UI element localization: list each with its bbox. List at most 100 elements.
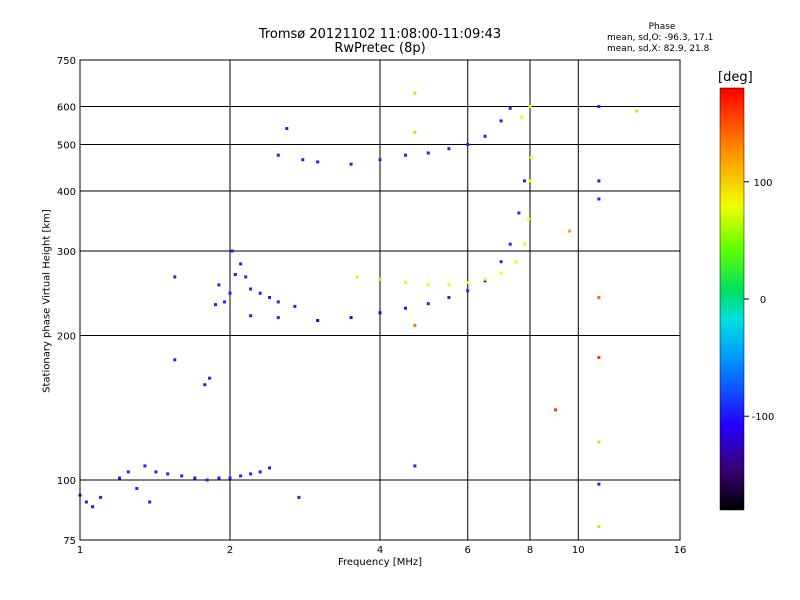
data-point bbox=[447, 296, 451, 299]
data-point bbox=[635, 109, 639, 113]
data-point bbox=[514, 260, 518, 264]
data-point bbox=[508, 106, 512, 110]
data-point bbox=[413, 464, 417, 468]
x-tick-label: 4 bbox=[377, 545, 383, 556]
data-point bbox=[193, 476, 197, 480]
data-point bbox=[84, 500, 88, 504]
data-point bbox=[166, 472, 170, 476]
data-point bbox=[208, 376, 212, 380]
data-point bbox=[527, 217, 531, 221]
data-point bbox=[413, 323, 417, 327]
data-point bbox=[148, 500, 152, 504]
data-point bbox=[499, 119, 503, 123]
x-axis-label: Frequency [MHz] bbox=[337, 557, 423, 568]
y-tick-label: 600 bbox=[57, 103, 76, 114]
data-point bbox=[154, 470, 158, 474]
data-point bbox=[483, 134, 487, 138]
data-point bbox=[378, 158, 382, 162]
data-point bbox=[135, 487, 139, 490]
data-point bbox=[276, 316, 280, 320]
data-point bbox=[466, 281, 470, 284]
data-point bbox=[173, 275, 177, 279]
data-point bbox=[143, 464, 147, 468]
data-point bbox=[217, 283, 221, 287]
data-point bbox=[249, 472, 253, 476]
data-point bbox=[426, 151, 430, 155]
data-point bbox=[499, 260, 503, 264]
data-point bbox=[268, 466, 271, 470]
data-point bbox=[413, 91, 417, 95]
data-point bbox=[523, 242, 526, 246]
chart-subtitle: RwPretec (8p) bbox=[334, 41, 426, 56]
data-point bbox=[223, 300, 226, 304]
data-point bbox=[404, 281, 407, 284]
data-point bbox=[483, 279, 487, 283]
data-point bbox=[180, 474, 184, 478]
data-point bbox=[499, 271, 503, 275]
data-point bbox=[523, 179, 526, 183]
data-point bbox=[126, 470, 130, 474]
colorbar-tick-label: -100 bbox=[752, 412, 775, 423]
data-point bbox=[483, 277, 487, 281]
data-point bbox=[404, 153, 407, 157]
data-point bbox=[554, 408, 557, 412]
phase-stats-o-mode: mean, sd,O: -96.3, 17.1 bbox=[607, 33, 714, 43]
data-point bbox=[528, 179, 532, 183]
data-point bbox=[378, 311, 382, 315]
colorbar bbox=[719, 87, 745, 511]
data-point bbox=[285, 127, 289, 130]
x-tick-label: 1 bbox=[77, 545, 83, 556]
data-point bbox=[426, 283, 430, 287]
x-tick-label: 6 bbox=[465, 545, 471, 556]
data-point bbox=[597, 525, 601, 528]
data-point bbox=[426, 302, 430, 306]
phase-stats-x-mode: mean, sd,X: 82.9, 21.8 bbox=[607, 44, 710, 54]
y-tick-label: 300 bbox=[57, 247, 76, 258]
x-tick-label: 10 bbox=[572, 545, 585, 556]
y-tick-label: 75 bbox=[63, 536, 76, 547]
chart-title: Tromsø 20121102 11:08:00-11:09:43 bbox=[258, 27, 502, 42]
data-point bbox=[378, 277, 382, 281]
data-point bbox=[233, 273, 237, 276]
data-point bbox=[249, 314, 253, 318]
data-point bbox=[520, 115, 524, 119]
y-tick-label: 750 bbox=[57, 56, 76, 67]
data-point bbox=[355, 275, 359, 279]
x-tick-label: 16 bbox=[674, 545, 687, 556]
data-point bbox=[228, 476, 232, 480]
data-point bbox=[528, 105, 532, 108]
data-point bbox=[568, 229, 571, 233]
data-point bbox=[99, 495, 103, 499]
data-point bbox=[244, 275, 248, 279]
data-point bbox=[268, 296, 271, 299]
data-point bbox=[249, 287, 253, 291]
data-point bbox=[228, 291, 232, 295]
data-point bbox=[217, 476, 221, 480]
x-tick-label: 8 bbox=[527, 545, 533, 556]
y-tick-label: 200 bbox=[57, 332, 76, 343]
data-point bbox=[597, 482, 601, 486]
data-point bbox=[447, 283, 451, 287]
data-point bbox=[301, 158, 305, 162]
colorbar-label: [deg] bbox=[718, 70, 753, 85]
data-point bbox=[466, 289, 470, 293]
data-point bbox=[276, 300, 280, 304]
data-point bbox=[597, 296, 601, 299]
plot-frame bbox=[79, 59, 681, 541]
data-point bbox=[297, 495, 301, 499]
data-point bbox=[517, 211, 521, 215]
y-tick-label: 400 bbox=[57, 187, 76, 198]
data-point bbox=[316, 319, 320, 322]
data-point bbox=[316, 160, 320, 164]
data-point bbox=[597, 179, 601, 183]
x-tick-label: 2 bbox=[227, 545, 233, 556]
data-point bbox=[508, 242, 512, 246]
data-point bbox=[203, 383, 207, 387]
data-point bbox=[239, 262, 243, 266]
data-point bbox=[597, 105, 601, 108]
data-point bbox=[258, 291, 262, 295]
data-point bbox=[258, 470, 262, 474]
data-point bbox=[447, 147, 451, 151]
data-point bbox=[293, 304, 297, 308]
